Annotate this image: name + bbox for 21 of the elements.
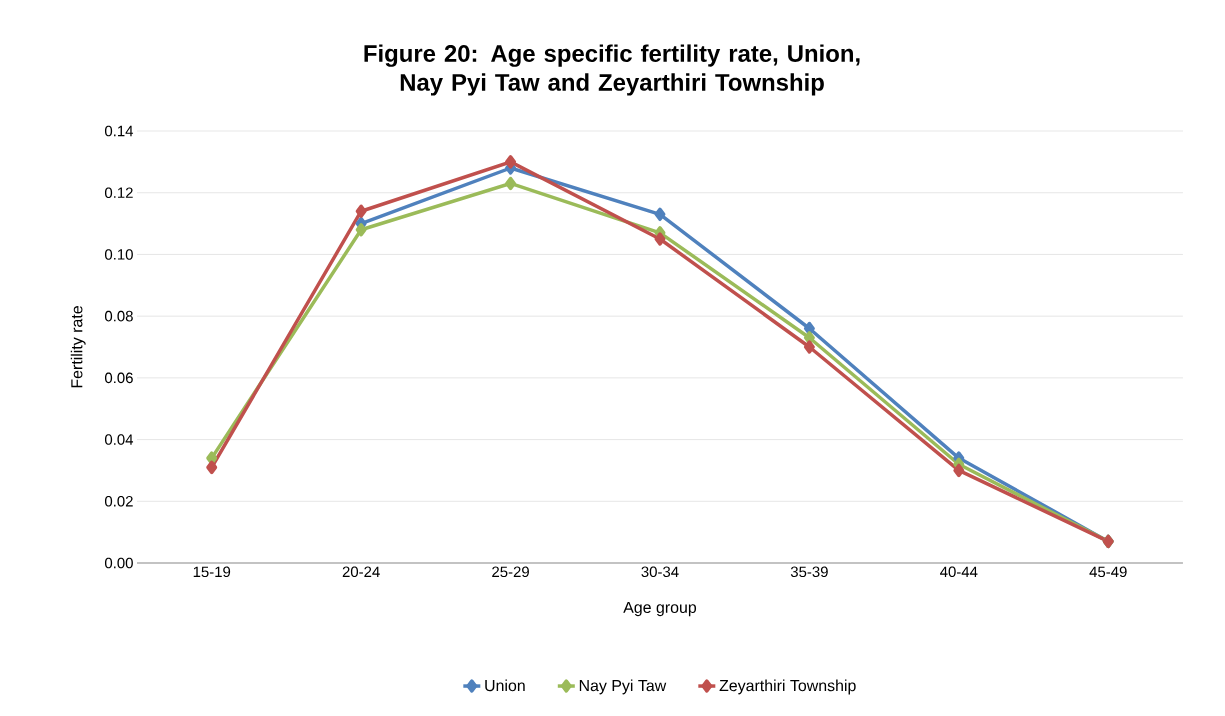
y-tick-label: 0.02 — [104, 496, 133, 507]
x-tick-label: 15-19 — [193, 566, 231, 578]
y-tick-label: 0.10 — [104, 249, 133, 260]
x-axis-title: Age group — [623, 601, 697, 617]
x-tick-label: 45-49 — [1089, 566, 1127, 578]
y-axis-title: Fertility rate — [70, 306, 86, 388]
x-tick-label: 20-24 — [342, 566, 380, 578]
x-tick-label: 30-34 — [641, 566, 679, 578]
y-tick-label: 0.06 — [104, 372, 133, 384]
x-tick-label: 40-44 — [940, 566, 978, 578]
y-tick-label: 0.14 — [104, 125, 134, 137]
y-tick-label: 0.04 — [104, 434, 134, 445]
y-tick-label: 0.00 — [104, 557, 133, 569]
y-tick-label: 0.12 — [104, 187, 133, 199]
x-tick-label: 35-39 — [790, 566, 828, 578]
legend-label: Zeyarthiri Township — [719, 679, 856, 695]
x-tick-label: 25-29 — [492, 566, 529, 578]
y-tick-label: 0.08 — [104, 310, 133, 322]
legend-label: Nay Pyi Taw — [579, 679, 667, 695]
chart-title: Figure 20: Age specific fertility rate, Union, Nay Pyi Taw and Zeyarthiri Township — [364, 44, 860, 96]
legend-label: Union — [485, 679, 525, 692]
